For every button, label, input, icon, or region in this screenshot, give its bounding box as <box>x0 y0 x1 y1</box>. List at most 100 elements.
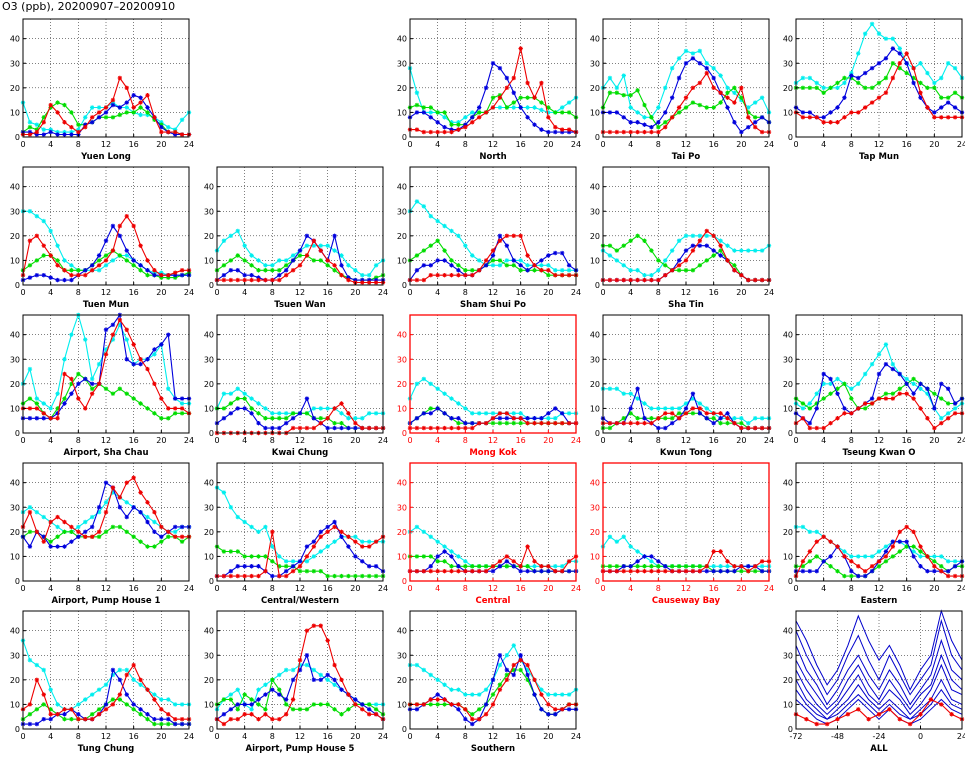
data-point-red <box>456 702 461 707</box>
data-point-red <box>159 524 164 530</box>
y-tick-label: 30 <box>783 503 793 512</box>
data-point-blue <box>621 115 626 120</box>
data-point-red <box>463 272 468 278</box>
series-line-cyan <box>216 230 384 276</box>
data-point-blue <box>83 529 88 535</box>
data-point-blue <box>918 564 923 569</box>
data-point-red <box>159 707 164 712</box>
data-point-blue <box>518 568 523 574</box>
data-point-cyan <box>89 692 95 697</box>
y-tick-label: 30 <box>204 207 214 216</box>
data-point-red <box>553 272 558 278</box>
data-point-blue <box>725 411 730 416</box>
data-point-blue <box>497 564 503 569</box>
data-point-blue <box>918 95 923 100</box>
data-point-red <box>497 95 503 100</box>
data-point-red <box>697 238 703 243</box>
data-point-blue <box>539 707 544 712</box>
x-tick-label: 16 <box>129 288 139 297</box>
data-point-cyan <box>421 667 427 673</box>
data-point-blue <box>725 568 730 574</box>
data-point-green <box>76 122 81 127</box>
x-tick-label: 16 <box>902 140 912 149</box>
data-point-cyan <box>621 391 626 396</box>
y-tick-label: 10 <box>10 404 20 413</box>
data-point-cyan <box>110 490 116 495</box>
data-point-green <box>711 105 716 110</box>
data-point-green <box>421 105 427 110</box>
data-point-red <box>110 332 116 337</box>
data-point-red <box>525 544 530 549</box>
station-label: Airport, Pump House 5 <box>246 744 355 754</box>
x-tick-label: 12 <box>101 584 111 593</box>
data-point-green <box>911 75 916 81</box>
data-point-green <box>546 272 551 278</box>
data-point-green <box>476 110 482 115</box>
data-point-green <box>235 253 240 258</box>
data-point-red <box>131 223 136 229</box>
data-point-blue <box>69 277 74 283</box>
data-point-green <box>159 721 164 727</box>
data-point-red <box>55 110 60 115</box>
data-point-green <box>124 702 129 707</box>
x-tick-label: 8 <box>270 436 275 445</box>
data-point-green <box>179 411 185 416</box>
data-point-blue <box>683 406 689 411</box>
data-point-cyan <box>683 401 689 406</box>
data-point-red <box>483 258 489 263</box>
data-point-red <box>41 692 46 697</box>
y-tick-label: 30 <box>204 355 214 364</box>
data-point-cyan <box>511 411 516 416</box>
data-point-cyan <box>256 258 261 263</box>
data-point-red <box>421 129 427 135</box>
data-point-cyan <box>553 692 558 697</box>
data-point-cyan <box>800 524 806 530</box>
data-point-red <box>124 213 129 219</box>
data-point-green <box>897 549 902 554</box>
x-tick-label: 16 <box>516 584 526 593</box>
data-point-red <box>152 115 157 120</box>
series-line-blue <box>22 224 189 281</box>
data-point-green <box>739 568 744 574</box>
y-tick-label: 0 <box>15 429 20 438</box>
data-point-blue <box>676 258 682 263</box>
x-tick-label: 12 <box>681 584 691 593</box>
x-tick-label: 4 <box>628 584 633 593</box>
data-point-blue <box>925 386 930 391</box>
data-point-green <box>511 667 516 673</box>
data-point-green <box>690 411 696 416</box>
data-point-blue <box>353 425 358 431</box>
x-tick-label: 20 <box>350 288 360 297</box>
x-tick-label: -48 <box>831 732 844 741</box>
data-point-cyan <box>739 97 744 103</box>
data-point-blue <box>428 564 433 569</box>
data-point-red <box>159 396 164 401</box>
y-tick-label: 0 <box>788 725 793 734</box>
data-point-red <box>814 425 819 431</box>
data-point-blue <box>635 386 640 391</box>
data-point-green <box>55 258 60 263</box>
data-point-blue <box>339 534 344 539</box>
data-point-blue <box>76 534 81 539</box>
data-point-green <box>69 529 74 535</box>
data-point-blue <box>353 554 358 559</box>
data-point-green <box>318 568 323 574</box>
data-point-blue <box>456 707 461 712</box>
data-point-blue <box>235 702 240 707</box>
data-point-cyan <box>360 416 365 421</box>
data-point-blue <box>311 677 317 683</box>
data-point-green <box>297 568 303 574</box>
data-point-green <box>221 263 227 268</box>
data-point-red <box>907 721 913 727</box>
data-point-red <box>76 396 81 401</box>
data-point-cyan <box>414 524 420 530</box>
data-point-red <box>876 559 882 564</box>
data-point-cyan <box>683 48 689 54</box>
data-point-red <box>263 568 268 574</box>
data-point-red <box>414 127 420 132</box>
y-tick-label: 20 <box>397 528 407 537</box>
x-tick-label: 8 <box>270 288 275 297</box>
data-point-cyan <box>553 564 558 569</box>
station-label: Causeway Bay <box>652 596 721 606</box>
